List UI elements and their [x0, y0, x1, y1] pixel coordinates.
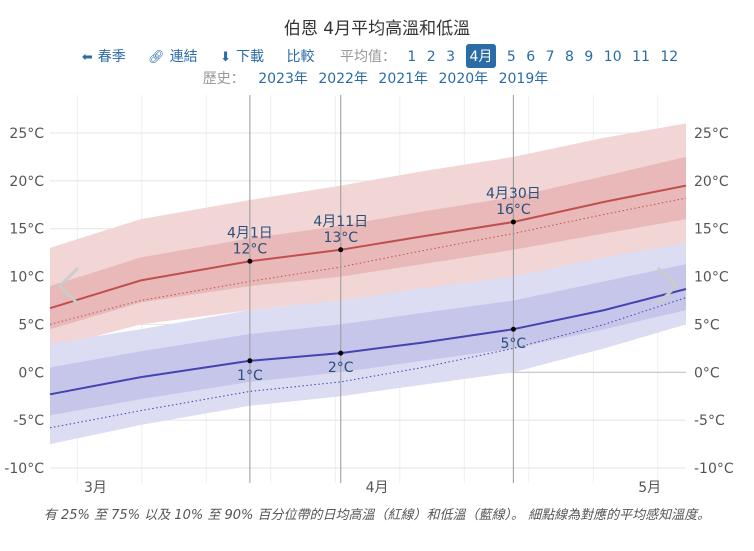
y-tick-label-left: -5°C [13, 413, 44, 429]
low-marker-point [247, 358, 253, 364]
low-feels-like-line [49, 297, 687, 429]
low-temperature-line [49, 288, 687, 396]
x-tick-label: 4月 [366, 480, 389, 496]
nav-bar: ⬅ 春季 🔗︎ 連結 ⬇ 下載 比較 平均值： 1 2 3 4月 5 6 7 8 9 … [0, 44, 754, 68]
annotation-high-label: 12°C [233, 241, 268, 257]
y-tick-label-right: 10°C [694, 270, 729, 286]
download-icon: ⬇ [220, 50, 232, 65]
month-link-7[interactable]: 7 [545, 49, 555, 65]
y-tick-label-left: 20°C [9, 174, 44, 190]
y-tick-label-left: -10°C [4, 461, 44, 477]
page-title: 伯恩 4月平均高溫和低溫 [283, 19, 471, 39]
annotation-high-label: 16°C [496, 202, 531, 218]
link-label: 連結 [169, 49, 198, 65]
average-label: 平均值： [339, 49, 396, 65]
chart-caption: 有 25% 至 75% 以及 10% 至 90% 百分位帶的日均高溫（紅線）和低… [43, 508, 711, 523]
arrow-left-icon: ⬅ [81, 50, 93, 65]
history-year-2023[interactable]: 2023年 [258, 71, 308, 87]
month-link-8[interactable]: 8 [565, 49, 574, 65]
x-tick-label: 5月 [638, 480, 661, 496]
compare-link[interactable]: 比較 [286, 49, 315, 65]
history-year-2019[interactable]: 2019年 [498, 71, 549, 87]
high-temperature-line [49, 184, 687, 310]
y-tick-label-left: 10°C [9, 270, 44, 286]
annotation-date-label: 4月1日 [227, 225, 273, 241]
link-button[interactable]: 🔗︎ 連結 [148, 46, 198, 66]
high-marker-point [510, 219, 516, 225]
low-marker-point [510, 326, 516, 332]
y-tick-label-left: 25°C [9, 126, 44, 142]
annotation-date-label: 4月30日 [486, 186, 541, 202]
y-tick-label-left: 0°C [18, 365, 44, 381]
spring-link[interactable]: ⬅ 春季 [82, 46, 126, 66]
annotation-low-label: 2°C [328, 360, 354, 376]
history-label: 歷史： [202, 71, 245, 87]
y-tick-label-right: 20°C [694, 174, 729, 190]
chevron-right-icon[interactable] [656, 266, 679, 306]
download-label: 下載 [236, 49, 265, 65]
history-year-2020[interactable]: 2020年 [438, 71, 489, 87]
high-marker-point [247, 258, 253, 264]
annotation-date-label: 4月11日 [313, 214, 368, 230]
chevron-left-icon[interactable] [57, 266, 80, 306]
month-link-11[interactable]: 11 [632, 49, 650, 65]
download-button[interactable]: ⬇ 下載 [220, 46, 264, 66]
y-tick-label-right: -5°C [694, 413, 725, 429]
y-tick-label-right: 0°C [694, 365, 720, 381]
link-icon: 🔗︎ [148, 50, 165, 65]
month-link-4-selected[interactable]: 4月 [465, 44, 497, 68]
annotation-high-label: 13°C [323, 230, 358, 246]
history-bar: 歷史： 2023年 2022年 2021年 2020年 2019年 [0, 68, 754, 88]
low-marker-point [338, 350, 344, 356]
high-marker-point [338, 247, 344, 253]
month-link-10[interactable]: 10 [603, 49, 622, 65]
month-link-6[interactable]: 6 [526, 49, 536, 65]
month-link-1[interactable]: 1 [407, 49, 417, 65]
y-tick-label-right: 25°C [694, 126, 729, 142]
annotation-low-label: 5°C [501, 336, 527, 352]
month-link-12[interactable]: 12 [660, 49, 679, 65]
month-link-5[interactable]: 5 [506, 49, 516, 65]
high-band-25-75 [50, 156, 686, 330]
y-tick-label-right: 5°C [694, 317, 720, 333]
low-band-25-75 [50, 264, 686, 416]
month-link-2[interactable]: 2 [426, 49, 436, 65]
month-link-3[interactable]: 3 [446, 49, 456, 65]
spring-label: 春季 [97, 49, 126, 65]
y-tick-label-left: 5°C [18, 317, 44, 333]
high-feels-like-line [49, 197, 687, 325]
y-tick-label-right: 15°C [694, 222, 729, 238]
y-tick-label-left: 15°C [9, 222, 44, 238]
month-link-9[interactable]: 9 [584, 49, 594, 65]
history-year-2022[interactable]: 2022年 [318, 71, 368, 87]
x-tick-label: 3月 [84, 480, 107, 496]
y-tick-label-right: -10°C [694, 461, 734, 477]
history-year-2021[interactable]: 2021年 [378, 71, 429, 87]
annotation-low-label: 1°C [237, 368, 263, 384]
